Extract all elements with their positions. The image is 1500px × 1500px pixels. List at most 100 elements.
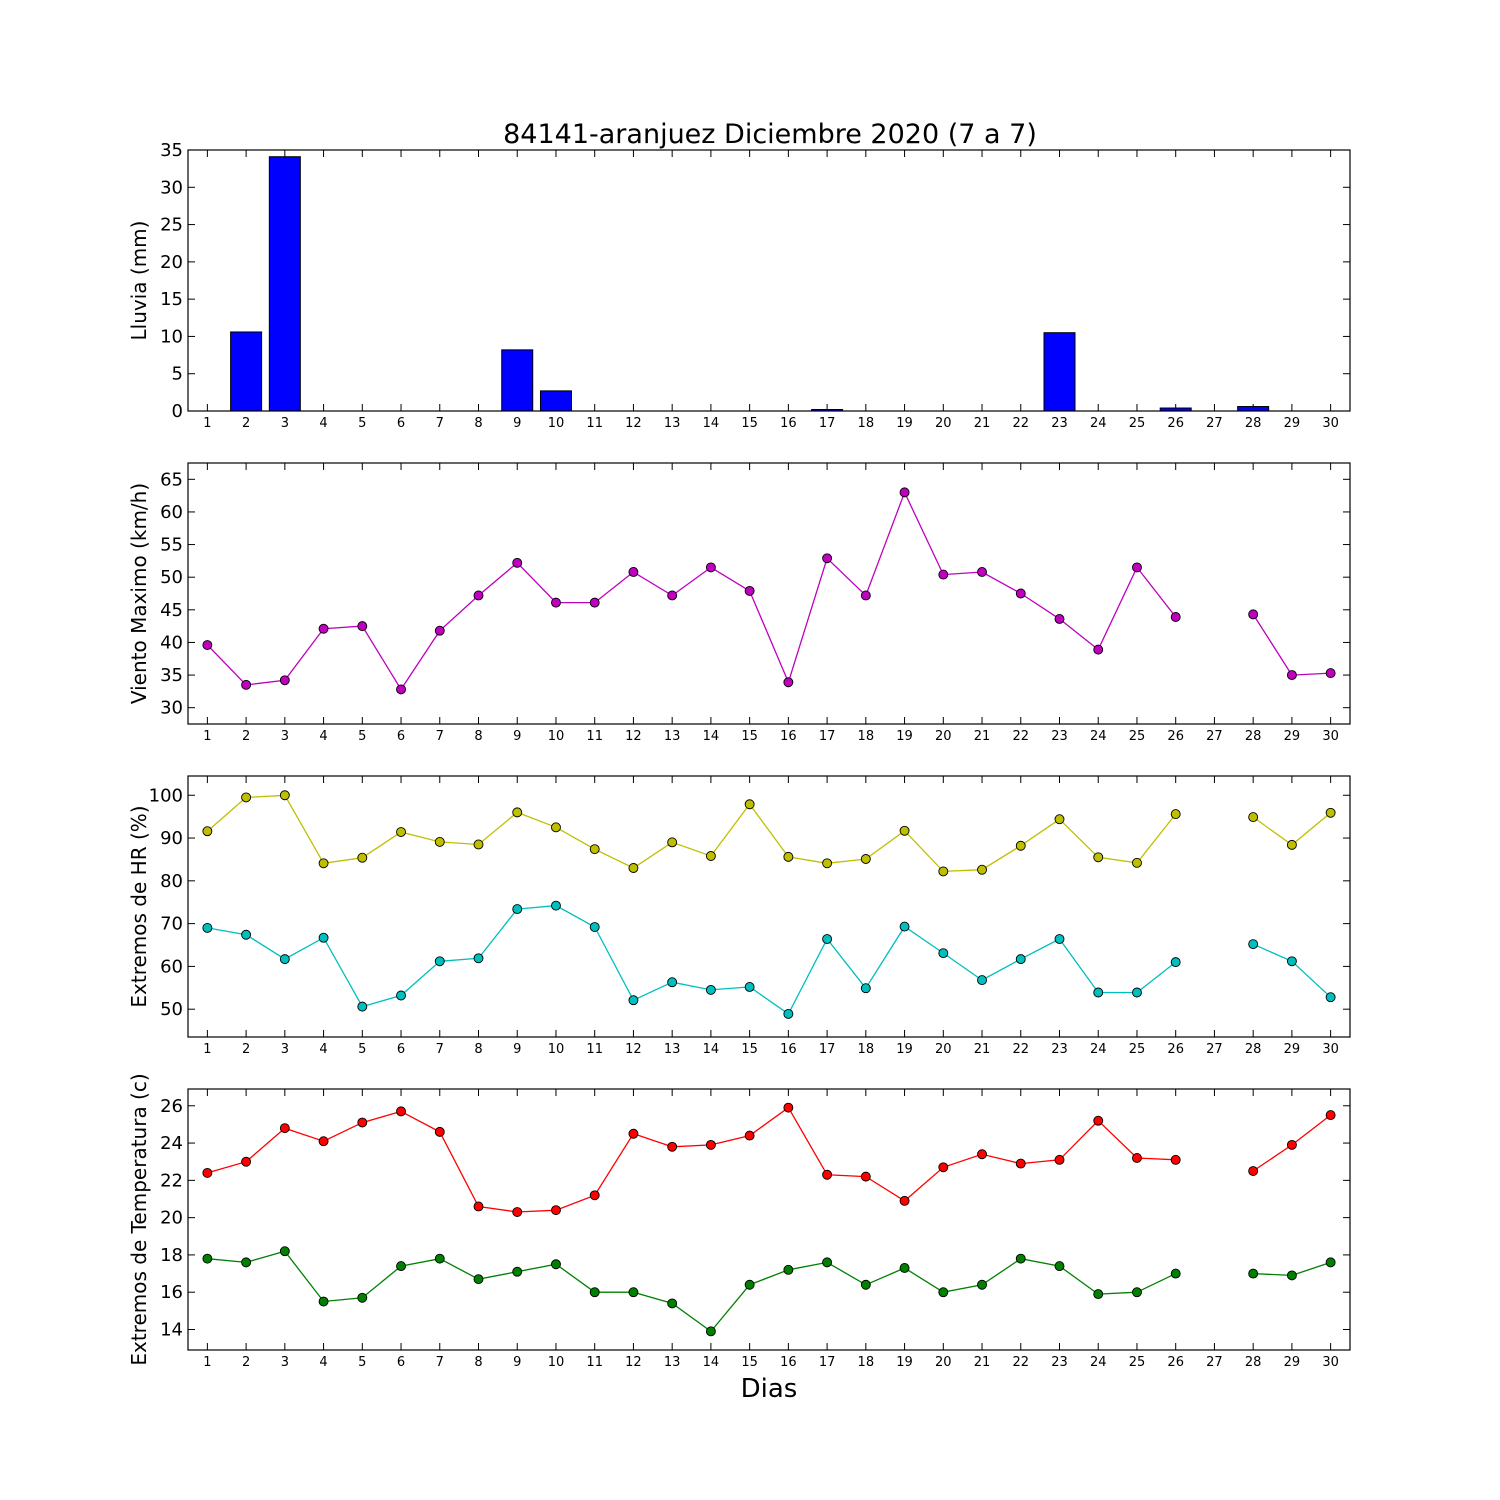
data-point bbox=[279, 1123, 290, 1134]
xtick-label: 1 bbox=[203, 1042, 211, 1057]
data-point bbox=[1054, 613, 1065, 624]
data-point bbox=[551, 822, 561, 833]
xtick-label: 13 bbox=[664, 1355, 681, 1370]
axes-frame bbox=[187, 1088, 1351, 1351]
ytick-label: 55 bbox=[160, 535, 183, 556]
xtick-label: 17 bbox=[819, 729, 836, 744]
xtick-label: 11 bbox=[586, 729, 603, 744]
data-point bbox=[1054, 814, 1065, 825]
data-point bbox=[667, 1141, 678, 1152]
data-point bbox=[783, 1008, 794, 1019]
data-point bbox=[434, 836, 445, 847]
xtick-label: 22 bbox=[1012, 1042, 1029, 1057]
data-point bbox=[318, 623, 329, 634]
data-point bbox=[667, 1298, 678, 1309]
xtick-label: 20 bbox=[935, 1042, 952, 1057]
xtick-label: 21 bbox=[974, 1042, 991, 1057]
data-point bbox=[822, 858, 833, 869]
xtick-label: 18 bbox=[858, 1355, 875, 1370]
data-point bbox=[1132, 857, 1142, 868]
xtick-label: 19 bbox=[896, 1042, 913, 1057]
xtick-label: 6 bbox=[397, 416, 405, 431]
xtick-label: 15 bbox=[741, 1042, 758, 1057]
data-point bbox=[1093, 1115, 1104, 1126]
data-point bbox=[1325, 668, 1336, 679]
data-point bbox=[667, 837, 678, 848]
data-point bbox=[1093, 852, 1104, 863]
xtick-label: 19 bbox=[896, 416, 913, 431]
xtick-label: 28 bbox=[1245, 416, 1262, 431]
data-point bbox=[783, 851, 794, 862]
xtick-label: 14 bbox=[703, 1042, 720, 1057]
data-point bbox=[473, 839, 484, 850]
ytick-label: 30 bbox=[160, 698, 183, 719]
data-point bbox=[279, 954, 290, 965]
xtick-label: 6 bbox=[397, 729, 405, 744]
ytick-label: 40 bbox=[160, 632, 183, 653]
data-point bbox=[977, 864, 987, 875]
xtick-label: 17 bbox=[819, 416, 836, 431]
data-point bbox=[318, 932, 329, 943]
xtick-label: 9 bbox=[513, 729, 521, 744]
ytick-label: 35 bbox=[160, 665, 183, 686]
data-point bbox=[473, 590, 484, 601]
xtick-label: 3 bbox=[281, 729, 289, 744]
data-point bbox=[473, 953, 484, 964]
xtick-label: 1 bbox=[203, 1355, 211, 1370]
xtick-label: 5 bbox=[358, 416, 366, 431]
data-point bbox=[705, 984, 716, 995]
ytick-label: 5 bbox=[172, 364, 183, 385]
bar bbox=[1043, 332, 1076, 412]
xtick-label: 12 bbox=[625, 416, 642, 431]
data-point bbox=[241, 929, 252, 940]
xtick-label: 29 bbox=[1284, 416, 1301, 431]
data-point bbox=[1325, 1110, 1336, 1121]
data-point bbox=[744, 1130, 755, 1141]
data-point bbox=[357, 1001, 368, 1012]
xtick-label: 25 bbox=[1129, 1042, 1146, 1057]
data-point bbox=[628, 1128, 639, 1139]
xtick-label: 4 bbox=[319, 416, 327, 431]
xtick-label: 3 bbox=[281, 1355, 289, 1370]
ytick-label: 15 bbox=[160, 289, 183, 310]
xtick-label: 3 bbox=[281, 416, 289, 431]
data-point bbox=[744, 981, 755, 992]
xtick-label: 23 bbox=[1051, 1042, 1068, 1057]
xtick-label: 25 bbox=[1129, 729, 1146, 744]
data-point bbox=[899, 487, 910, 498]
bar bbox=[268, 156, 301, 412]
axes-frame bbox=[187, 462, 1351, 725]
xtick-label: 16 bbox=[780, 416, 797, 431]
data-point bbox=[434, 1253, 445, 1264]
data-point bbox=[1054, 934, 1065, 944]
xtick-label: 20 bbox=[935, 416, 952, 431]
data-point bbox=[1286, 956, 1297, 967]
data-point bbox=[1054, 1261, 1065, 1272]
xtick-label: 7 bbox=[436, 1042, 444, 1057]
data-point bbox=[1170, 1268, 1181, 1279]
bar bbox=[539, 390, 572, 412]
xtick-label: 21 bbox=[974, 729, 991, 744]
xtick-label: 10 bbox=[548, 416, 565, 431]
xtick-label: 26 bbox=[1167, 1355, 1184, 1370]
data-point bbox=[783, 1264, 794, 1275]
data-point bbox=[357, 621, 368, 632]
data-point bbox=[357, 852, 368, 863]
xtick-label: 6 bbox=[397, 1355, 405, 1370]
xtick-label: 13 bbox=[664, 729, 681, 744]
bar bbox=[230, 331, 263, 412]
axes-frame bbox=[187, 149, 1351, 412]
ytick-label: 30 bbox=[160, 177, 183, 198]
data-point bbox=[860, 590, 871, 601]
ytick-label: 60 bbox=[160, 502, 183, 523]
data-point bbox=[1015, 1158, 1026, 1169]
data-point bbox=[1132, 1153, 1142, 1163]
ytick-label: 18 bbox=[160, 1245, 183, 1266]
data-point bbox=[396, 1261, 406, 1272]
ytick-label: 60 bbox=[160, 956, 183, 977]
data-point bbox=[1015, 840, 1026, 851]
series-line-2 bbox=[207, 1250, 1176, 1333]
